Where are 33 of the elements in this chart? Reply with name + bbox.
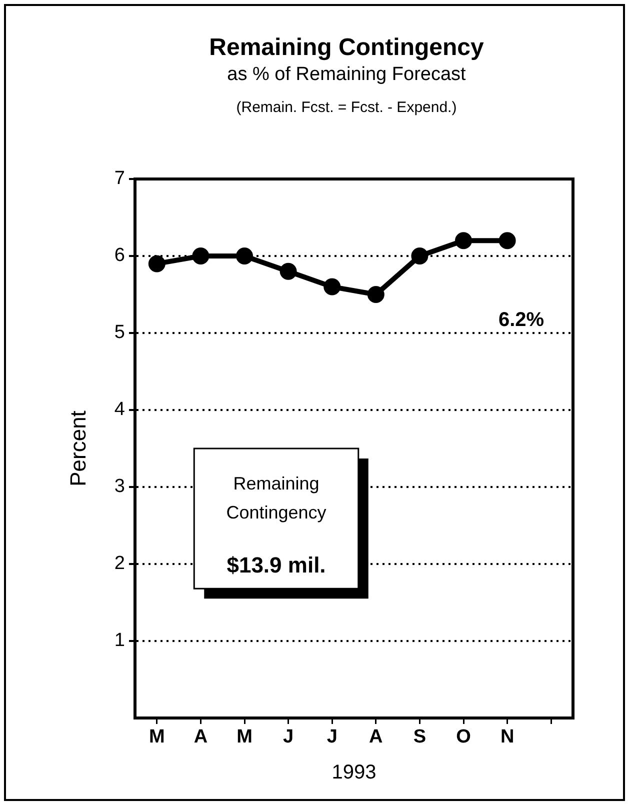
annotation: Remaining Contingency: [226, 473, 326, 522]
x-tick-label: M: [236, 726, 252, 748]
data-label: 6.2%: [498, 309, 544, 332]
x-tick-label: S: [413, 726, 426, 748]
point: [324, 278, 341, 296]
x-tick-label: J: [283, 726, 294, 748]
y-tick-label: 5: [114, 322, 125, 344]
y-tick-label: 1: [114, 630, 125, 652]
chart-subtitle: as % of Remaining Forecast: [226, 64, 467, 86]
point: [367, 286, 384, 303]
point: [236, 248, 253, 264]
y-tick-label: 2: [114, 553, 125, 574]
point: [192, 248, 210, 264]
y-tick-label: 6: [114, 245, 125, 266]
point: [411, 248, 428, 264]
text: (Remain. Fcst. = Fcst. - Expend.): [235, 99, 458, 116]
x-tick-label: O: [456, 726, 471, 748]
x-tick-label: N: [500, 726, 514, 748]
point: [455, 232, 472, 250]
point: [498, 232, 516, 250]
x-axis-title: 1993: [332, 762, 376, 784]
y-tick-label: 7: [114, 168, 125, 190]
annotation: $13.9 mil.: [226, 552, 326, 578]
point: [148, 255, 166, 272]
y-tick-label: 3: [114, 476, 125, 498]
x-tick-label: M: [148, 726, 165, 748]
y-tick-label: 4: [114, 399, 126, 420]
y-axis-title: Percent: [65, 410, 90, 486]
x-tick-label: A: [369, 726, 384, 748]
chart-title: Remaining Contingency: [208, 34, 485, 62]
x-tick-label: A: [194, 726, 208, 748]
point: [280, 262, 297, 280]
x-tick-label: J: [326, 726, 338, 748]
